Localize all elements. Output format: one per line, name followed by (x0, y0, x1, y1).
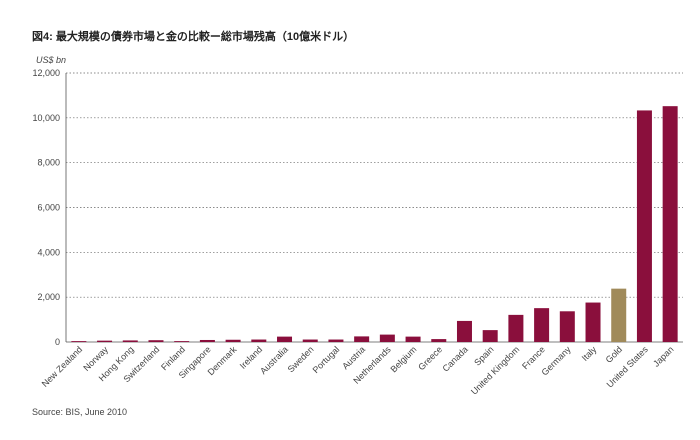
bar (405, 336, 421, 342)
y-tick-label: 12,000 (32, 68, 60, 78)
x-tick-label: Greece (416, 344, 444, 372)
bar (122, 340, 138, 342)
x-tick-label: Portugal (311, 344, 342, 375)
x-tick-label: Gold (604, 344, 625, 365)
bar (534, 308, 550, 342)
bar (508, 314, 524, 342)
bar (148, 340, 164, 342)
bar (482, 330, 498, 342)
bar (431, 339, 447, 342)
bar (302, 339, 318, 342)
x-tick-label: Australia (258, 344, 290, 376)
x-tick-label: New Zealand (40, 344, 85, 389)
x-tick-label: Belgium (388, 344, 418, 374)
y-tick-label: 8,000 (37, 158, 60, 168)
y-tick-label: 6,000 (37, 203, 60, 213)
y-axis-unit-label: US$ bn (36, 55, 67, 65)
bar (199, 339, 215, 342)
bar (97, 340, 113, 342)
bar (277, 336, 293, 342)
bar (456, 320, 472, 342)
bar (611, 288, 627, 342)
bar (585, 302, 601, 342)
x-tick-label: United Kingdom (469, 344, 521, 396)
y-tick-label: 0 (55, 337, 60, 347)
source-note: Source: BIS, June 2010 (32, 407, 128, 417)
bar (251, 339, 267, 342)
bar (71, 341, 87, 342)
bar (559, 311, 575, 342)
y-tick-label: 2,000 (37, 292, 60, 302)
y-tick-label: 10,000 (32, 113, 60, 123)
x-tick-label: Denmark (206, 344, 239, 377)
bar (354, 336, 370, 342)
bar (328, 339, 344, 342)
chart-title: 図4: 最大規模の債券市場と金の比較ー総市場残高（10億米ドル） (32, 31, 355, 43)
bar (636, 110, 652, 342)
bar (662, 106, 678, 342)
x-tick-label: Canada (441, 344, 470, 373)
x-tick-label: Italy (580, 344, 599, 363)
bar (225, 339, 241, 342)
bar (174, 341, 190, 342)
bar (379, 334, 395, 342)
x-tick-label: Spain (472, 344, 495, 367)
y-tick-label: 4,000 (37, 247, 60, 257)
x-tick-label: Japan (651, 344, 675, 368)
